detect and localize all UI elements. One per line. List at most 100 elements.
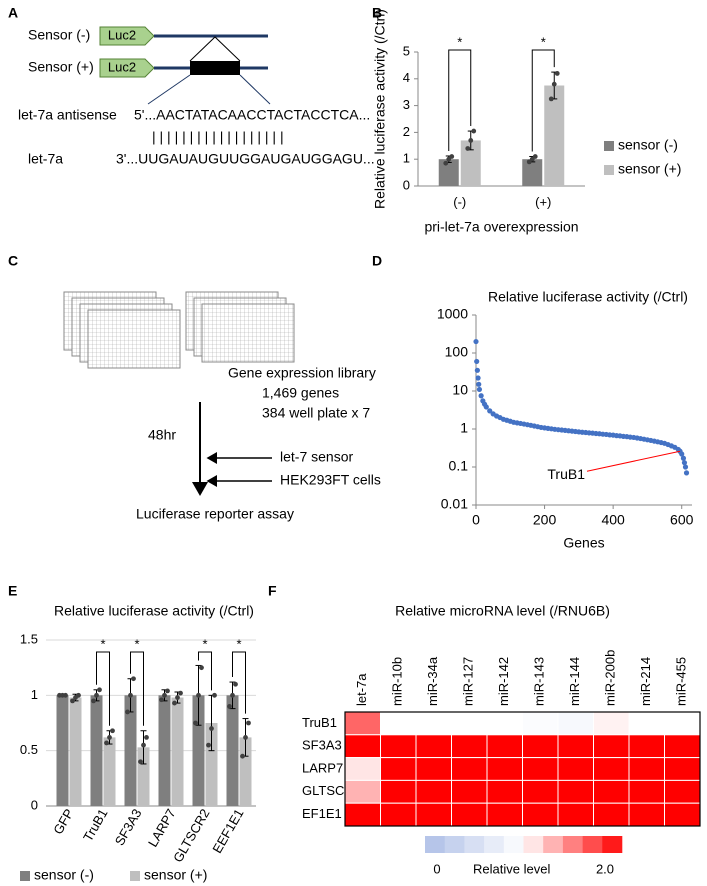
column-label: miR-142: [496, 657, 511, 706]
heatmap-cell: [593, 757, 630, 781]
row-label: TruB1: [302, 715, 337, 730]
sequence: 3'...UUGAUAUGUUGGAUGAUGGAGU...: [116, 151, 375, 167]
y-tick-label: 1.5: [20, 631, 38, 646]
x-tick-label: (+): [535, 194, 551, 209]
colorbar-block: [543, 836, 564, 853]
heatmap-cell: [522, 779, 559, 804]
bar: [171, 697, 184, 806]
y-tick-label: 1: [403, 151, 410, 166]
heatmap-cell: [522, 757, 559, 781]
colorbar-block: [464, 836, 485, 853]
zoom-line: [239, 74, 271, 105]
x-tick-label: TruB1: [80, 806, 110, 844]
data-point: [110, 728, 115, 734]
significance-bracket: [198, 651, 212, 691]
significance-label: *: [100, 636, 105, 651]
data-point: [682, 464, 689, 470]
heatmap-cell: [628, 734, 665, 759]
plate: [201, 303, 295, 363]
data-point: [162, 692, 167, 698]
data-point: [476, 386, 483, 393]
heatmap-cell: [415, 802, 452, 827]
data-point: [91, 698, 96, 704]
data-point: [554, 71, 560, 76]
bar: [438, 159, 459, 186]
heatmap-cell: [451, 802, 488, 827]
data-point: [443, 160, 449, 166]
heatmap-cell: [415, 711, 452, 736]
y-tick-label: 100: [445, 344, 469, 360]
step-text: 384 well plate x 7: [262, 405, 370, 421]
y-tick-label: 0.5: [20, 742, 38, 757]
data-point: [206, 742, 211, 748]
data-point: [483, 404, 489, 410]
x-axis-label: pri-let-7a overexpression: [424, 219, 578, 235]
heatmap-cell: [593, 802, 630, 827]
data-point: [548, 96, 554, 102]
column-label: miR-200b: [603, 650, 618, 706]
legend-label: sensor (-): [618, 137, 678, 153]
sequence-label: let-7a antisense: [18, 107, 117, 123]
significance-label: *: [236, 636, 241, 651]
y-tick-label: 2: [403, 124, 410, 139]
heatmap-cell: [593, 711, 630, 736]
data-point: [471, 128, 477, 134]
heatmap-cell: [486, 757, 523, 781]
annotation-label: TruB1: [547, 466, 585, 482]
panel-label: D: [372, 253, 382, 269]
heatmap-cell: [593, 734, 630, 759]
y-tick-label: 5: [403, 43, 410, 58]
bar: [522, 159, 543, 186]
heatmap-cell: [344, 779, 381, 804]
data-point: [104, 740, 109, 746]
colorbar-tick-label: 2.0: [596, 861, 614, 876]
data-point: [141, 742, 146, 748]
legend-swatch: [604, 165, 614, 175]
target-site: [190, 61, 240, 75]
heatmap-cell: [664, 711, 701, 736]
data-point: [233, 681, 238, 687]
y-tick-label: 3: [403, 97, 410, 112]
heatmap-cell: [593, 779, 630, 804]
x-tick-label: 200: [533, 512, 557, 528]
x-tick-label: (-): [453, 194, 466, 209]
step-text: 48hr: [148, 427, 176, 443]
legend-label: sensor (+): [618, 161, 681, 177]
legend-label: sensor (-): [34, 867, 94, 883]
y-tick-label: 10: [452, 382, 468, 398]
panel-label: A: [8, 5, 18, 21]
bar: [158, 695, 171, 806]
column-label: miR-143: [532, 657, 547, 706]
heatmap-cell: [664, 734, 701, 759]
data-point: [178, 690, 183, 696]
y-tick-label: 0.1: [449, 458, 469, 474]
data-point: [476, 381, 482, 387]
luc2-box: [99, 58, 155, 78]
column-label: miR-10b: [390, 657, 405, 706]
legend-swatch: [20, 871, 30, 881]
sequence: 5'...AACTATACAACCTACTACCTCA...: [134, 107, 370, 123]
data-point: [63, 692, 68, 698]
data-point: [683, 470, 690, 476]
data-point: [131, 676, 136, 682]
column-label: let-7a: [354, 673, 369, 706]
row-label: SF3A3: [302, 738, 342, 753]
significance-bracket: [96, 651, 110, 726]
column-label: miR-214: [638, 657, 653, 706]
data-point: [474, 367, 480, 373]
heatmap-cell: [664, 779, 701, 804]
significance-label: *: [457, 34, 462, 49]
bar: [124, 695, 137, 806]
x-tick-label: GFP: [50, 806, 76, 837]
y-tick-label: 1: [460, 420, 468, 436]
sequence-label: let-7a: [28, 151, 63, 167]
y-tick-label: 0.01: [441, 496, 468, 512]
heatmap-cell: [451, 734, 488, 759]
data-point: [165, 688, 170, 694]
step-text: HEK293FT cells: [280, 472, 381, 488]
data-point: [107, 734, 112, 740]
colorbar-block: [562, 836, 583, 853]
heatmap-cell: [557, 734, 594, 759]
data-point: [128, 692, 133, 698]
data-point: [243, 734, 248, 740]
